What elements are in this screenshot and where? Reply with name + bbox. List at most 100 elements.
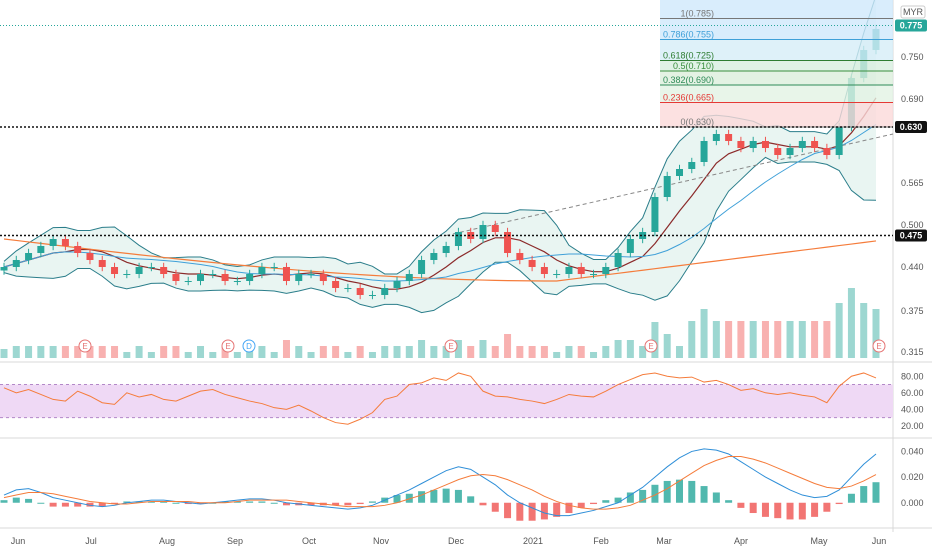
candle-body <box>172 274 180 281</box>
candle-body <box>74 246 82 253</box>
rsi-tick-label: 60.00 <box>901 388 924 398</box>
candle-body <box>577 267 585 274</box>
currency-label: MYR <box>903 7 924 17</box>
macd-histogram-bar <box>712 492 720 503</box>
volume-bar <box>823 321 831 358</box>
fib-zone <box>660 60 893 71</box>
volume-bar <box>565 346 573 358</box>
macd-histogram-bar <box>872 482 880 503</box>
macd-histogram-bar <box>651 484 659 503</box>
volume-bar <box>0 349 8 358</box>
event-marker-label: D <box>246 342 252 351</box>
candle-body <box>319 274 327 281</box>
volume-bar <box>356 346 364 358</box>
volume-bar <box>479 340 487 358</box>
candle-body <box>626 239 634 253</box>
macd-histogram-bar <box>160 501 168 503</box>
macd-tick-label: 0.020 <box>901 472 924 482</box>
candle-body <box>823 148 831 155</box>
time-tick-label: Apr <box>734 536 748 546</box>
candle-body <box>712 134 720 141</box>
rsi-tick-label: 80.00 <box>901 371 924 381</box>
volume-bar <box>307 352 315 358</box>
event-marker-label: E <box>648 342 653 351</box>
macd-histogram-bar <box>614 497 622 503</box>
candle-body <box>233 281 241 282</box>
macd-histogram-bar <box>430 489 438 503</box>
volume-bar <box>405 346 413 358</box>
level-tag <box>895 229 927 242</box>
volume-bar <box>835 303 843 358</box>
candle-body <box>454 232 462 246</box>
macd-histogram-bar <box>405 493 413 503</box>
candle-body <box>258 267 266 274</box>
fib-level-label: 0.236(0.665) <box>663 93 714 103</box>
candle-body <box>123 274 131 275</box>
rsi-tick-label: 40.00 <box>901 404 924 414</box>
fib-zone <box>660 18 893 40</box>
volume-bar <box>61 346 69 358</box>
macd-histogram-bar <box>246 501 254 503</box>
volume-bar <box>663 334 671 358</box>
volume-bar <box>847 288 855 358</box>
volume-bar <box>221 346 229 358</box>
candle-body <box>504 232 512 253</box>
candle-body <box>307 274 315 275</box>
volume-bar <box>860 303 868 358</box>
candle-body <box>0 267 8 271</box>
macd-histogram-bar <box>368 501 376 503</box>
time-tick-label: Dec <box>448 536 465 546</box>
time-tick-label: 2021 <box>523 536 543 546</box>
macd-histogram-bar <box>479 502 487 506</box>
volume-bar <box>491 346 499 358</box>
candle-body <box>639 232 647 239</box>
event-marker <box>242 339 256 353</box>
price-tick-label: 0.690 <box>901 94 924 104</box>
macd-histogram-bar <box>197 502 205 505</box>
candle-body <box>442 246 450 253</box>
macd-histogram-bar <box>233 501 241 503</box>
macd-histogram-bar <box>98 502 106 507</box>
macd-histogram-bar <box>553 502 561 517</box>
candle-body <box>749 141 757 148</box>
volume-bar <box>651 322 659 358</box>
volume-bar <box>872 309 880 358</box>
fib-level-label: 0.786(0.755) <box>663 30 714 40</box>
macd-histogram-bar <box>12 497 20 503</box>
macd-histogram-bar <box>749 502 757 514</box>
candle-body <box>25 253 33 260</box>
event-marker <box>444 339 458 353</box>
volume-bar <box>798 321 806 358</box>
volume-bar <box>577 346 585 358</box>
macd-tick-label: 0.040 <box>901 446 924 456</box>
fib-level-label: 0(0.630) <box>680 117 714 127</box>
volume-bar <box>123 352 131 358</box>
macd-histogram-bar <box>725 500 733 503</box>
volume-bar <box>761 321 769 358</box>
volume-bar <box>786 321 794 358</box>
candle-body <box>160 267 168 274</box>
candle-body <box>12 260 20 267</box>
macd-histogram-bar <box>25 498 33 503</box>
volume-bar <box>270 352 278 358</box>
macd-histogram-bar <box>663 480 671 503</box>
candle-body <box>295 274 303 281</box>
fib-retracement: 1(0.785) 0.786(0.755) 0.618(0.725)0.5(0.71… <box>660 0 893 128</box>
last-price-tag <box>895 19 927 32</box>
macd-histogram-bar <box>332 502 340 506</box>
macd-histogram-bar <box>147 501 155 503</box>
macd-histogram-bar <box>442 488 450 503</box>
candle-body <box>221 274 229 281</box>
candle-body <box>725 134 733 141</box>
rsi-band <box>0 384 893 418</box>
volume-bar <box>135 346 143 358</box>
volume-bar <box>712 321 720 358</box>
candle-body <box>774 148 782 155</box>
volume-bar <box>516 346 524 358</box>
macd-histogram-bar <box>307 502 315 506</box>
time-tick-label: Jul <box>85 536 97 546</box>
time-tick-label: Oct <box>302 536 317 546</box>
volume-bar <box>37 346 45 358</box>
volume-bar <box>737 321 745 358</box>
